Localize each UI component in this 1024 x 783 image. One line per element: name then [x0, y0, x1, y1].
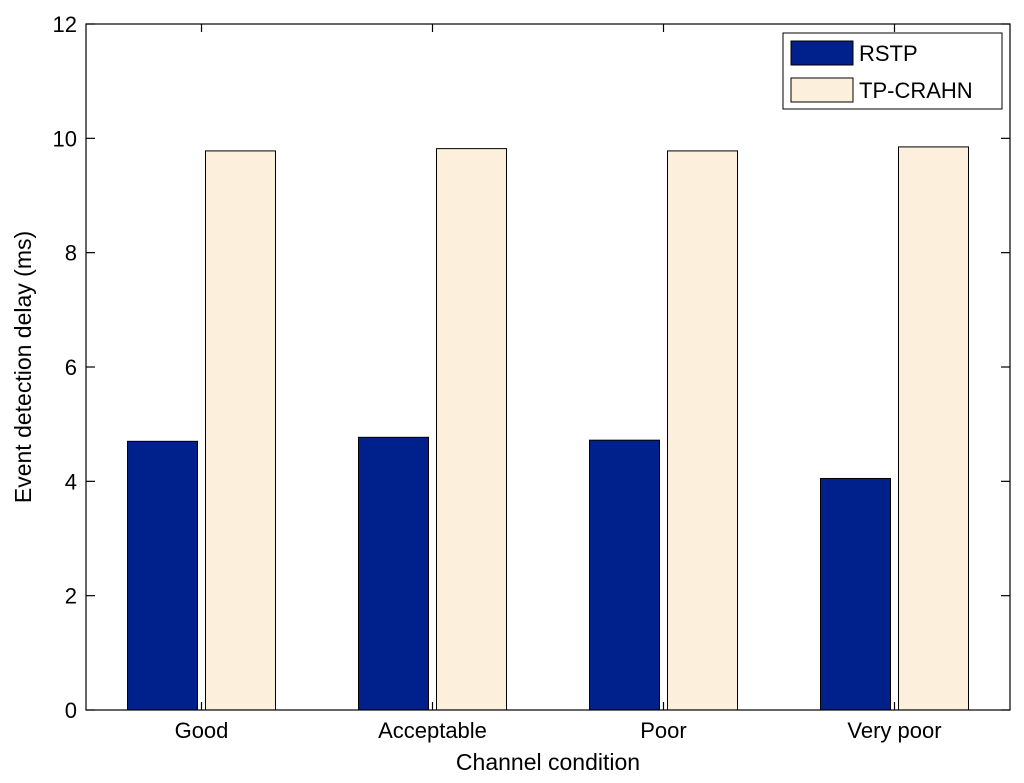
- y-tick-label: 0: [65, 698, 77, 723]
- x-tick-label: Poor: [640, 718, 686, 743]
- y-tick-label: 4: [65, 469, 77, 494]
- plot-area-frame: [85, 23, 1011, 711]
- bars-group: [127, 146, 969, 711]
- y-tick-label: 2: [65, 584, 77, 609]
- y-tick-label: 6: [65, 355, 77, 380]
- legend-swatch-rstp: [790, 40, 854, 66]
- legend-label-rstp: RSTP: [859, 41, 918, 66]
- bar-tp-crahn-good: [205, 150, 276, 711]
- y-tick-label: 10: [53, 126, 77, 151]
- y-tick-label: 8: [65, 241, 77, 266]
- legend-label-tp-crahn: TP-CRAHN: [859, 78, 973, 103]
- x-tick-label: Good: [175, 718, 229, 743]
- bar-rstp-good: [127, 440, 198, 711]
- bar-rstp-poor: [589, 439, 660, 711]
- bar-tp-crahn-acceptable: [436, 148, 507, 711]
- x-axis-label: Channel condition: [456, 749, 640, 775]
- legend-swatch-tp-crahn: [790, 77, 854, 103]
- bar-rstp-very-poor: [820, 477, 891, 711]
- x-tick-label: Acceptable: [378, 718, 487, 743]
- bar-rstp-acceptable: [358, 436, 429, 711]
- legend: RSTP TP-CRAHN: [782, 32, 1003, 110]
- y-tick-label: 12: [53, 12, 77, 37]
- bar-tp-crahn-very-poor: [898, 146, 969, 711]
- y-axis-label: Event detection delay (ms): [10, 231, 36, 503]
- x-tick-label: Very poor: [847, 718, 941, 743]
- x-axis-ticks: Good Acceptable Poor Very poor: [175, 24, 942, 743]
- bar-tp-crahn-poor: [667, 150, 738, 711]
